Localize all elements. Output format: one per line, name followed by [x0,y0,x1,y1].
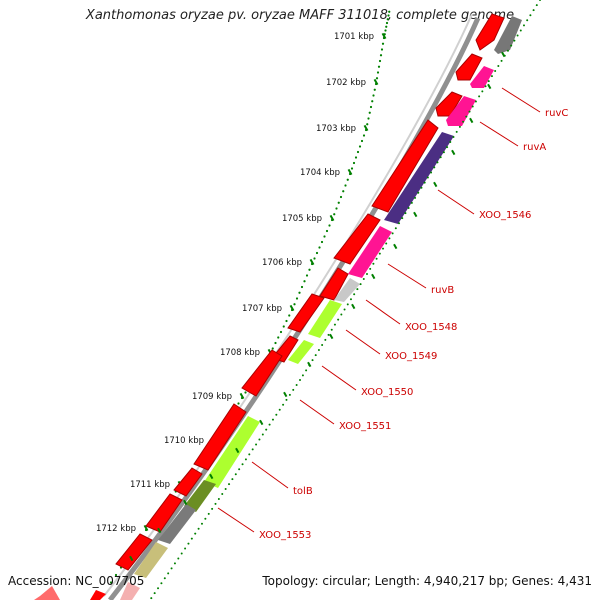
ruler-label: 1712 kbp [96,524,136,534]
ruler-label: 1707 kbp [242,304,282,314]
cds-arrow[interactable] [173,467,203,497]
accession-text: Accession: NC_007705 [8,574,145,588]
ruler-tick [309,258,315,266]
cds-arrow[interactable] [287,293,325,333]
cds-arrow[interactable] [90,590,106,600]
ruler-label: 1701 kbp [334,32,374,42]
cds-arrow[interactable] [241,349,283,397]
topology-text: Topology: circular; Length: 4,940,217 bp… [262,574,592,588]
ruler-label: 1708 kbp [220,348,260,358]
ruler-label: 1702 kbp [326,78,366,88]
gene-label[interactable]: XOO_1548 [405,322,457,333]
ruler-label: 1709 kbp [192,392,232,402]
gene-ruvA[interactable] [446,96,476,126]
gene-block-faded[interactable] [120,582,140,600]
ruler-tick [381,32,387,40]
gene-XOO_1548[interactable] [334,278,360,302]
ruler-labels: 1701 kbp 1702 kbp 1703 kbp 1704 kbp 1705 kbp… [96,32,387,534]
ruler-tick [289,304,295,312]
gene-label[interactable]: XOO_1546 [479,210,531,221]
ruler-tick [143,524,149,532]
cds-arrow[interactable] [115,533,153,571]
genome-title: Xanthomonas oryzae pv. oryzae MAFF 31101… [85,8,515,23]
gene-label[interactable]: ruvA [523,142,546,153]
gene-leader-line [365,299,401,325]
gene-XOO_1553[interactable] [158,504,196,544]
gene-label[interactable]: tolB [293,486,313,497]
gene-ruvC[interactable] [470,66,494,88]
gene-leader-line [217,507,255,533]
ruler-tick [363,124,369,132]
gene-leader-line [299,399,335,425]
cds-arrow[interactable] [193,403,247,471]
gene-block-khaki[interactable] [134,542,168,578]
gene-XOO_1546[interactable] [384,132,454,224]
gene-label[interactable]: ruvC [545,108,568,119]
ruler-label: 1710 kbp [164,436,204,446]
gene-leader-line [479,121,519,147]
inner-track-ticks [129,51,506,562]
gene-leader-line [501,87,541,113]
gene-ruvB[interactable] [348,226,392,278]
ruler-tick [347,168,353,176]
cds-arrow[interactable] [34,586,60,600]
gene-XOO_1549[interactable] [308,300,342,338]
gene-label[interactable]: ruvB [431,285,454,296]
cds-arrow[interactable] [333,213,381,265]
inner-track-dots [150,0,541,600]
ruler-label: 1711 kbp [130,480,170,490]
ruler-tick [329,214,335,222]
cds-arrow[interactable] [475,13,505,51]
gene-label[interactable]: XOO_1550 [361,387,413,398]
gene-label[interactable]: XOO_1549 [385,351,437,362]
cds-arrow[interactable] [371,119,439,213]
gene-XOO_1550[interactable] [288,340,314,364]
ruler-label: 1704 kbp [300,168,340,178]
ruler-label: 1706 kbp [262,258,302,268]
ruler-label: 1705 kbp [282,214,322,224]
gene-leader-line [321,365,357,391]
gene-leader-line [437,189,475,215]
gene-leader-line [345,329,381,355]
ruler-label: 1703 kbp [316,124,356,134]
gene-tolB[interactable] [204,416,260,488]
gene-labels: ruvC ruvA XOO_1546 ruvB XOO_1548 XOO_1549 XOO_… [217,87,568,541]
gene-block-olive[interactable] [184,480,216,512]
gene-label[interactable]: XOO_1551 [339,421,391,432]
gene-leader-line [387,263,427,289]
gene-block-gray[interactable] [494,16,522,54]
ruler-tick [373,78,379,86]
ruler-tick [239,392,245,400]
cds-arrow[interactable] [435,91,463,117]
cds-arrow[interactable] [455,53,483,81]
gene-leader-line [251,461,289,489]
gene-label[interactable]: XOO_1553 [259,530,311,541]
